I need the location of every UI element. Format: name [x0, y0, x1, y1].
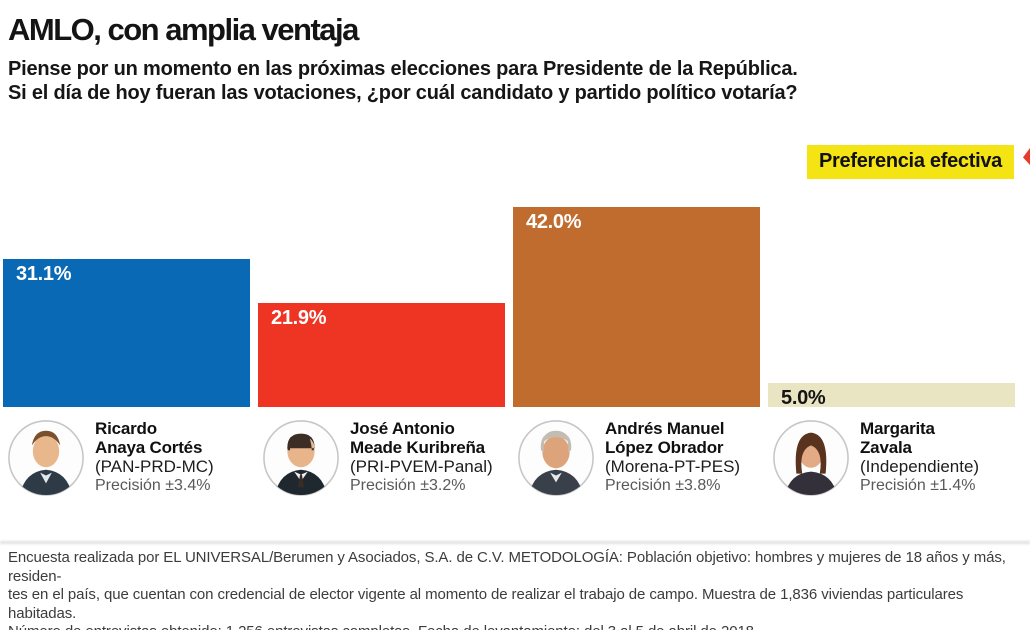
bar-zavala: 5.0%: [768, 383, 1015, 409]
candidate-party: (Morena-PT-PES): [605, 457, 741, 476]
candidate-photo-icon: [518, 420, 594, 496]
candidate-info: Andrés Manuel López Obrador (Morena-PT-P…: [605, 417, 740, 495]
candidate-card-zavala: Margarita Zavala (Independiente) Precisi…: [768, 417, 1015, 497]
bar-amlo: 42.0%: [513, 207, 760, 407]
preference-badge: Preferencia efectiva: [806, 145, 1014, 179]
candidate-party: (PRI-PVEM-Panal): [350, 457, 493, 476]
candidate-precision: Precisión ±3.2%: [350, 477, 466, 494]
bar-anaya: 31.1%: [3, 259, 250, 407]
candidate-card-meade: José Antonio Meade Kuribreña (PRI-PVEM-P…: [258, 417, 505, 497]
candidate-card-amlo: Andrés Manuel López Obrador (Morena-PT-P…: [513, 417, 760, 497]
candidate-photo-icon: [8, 420, 84, 496]
candidate-name: Meade Kuribreña: [350, 438, 485, 457]
candidate-name: Anaya Cortés: [95, 438, 203, 457]
bar-value-label: 21.9%: [271, 307, 327, 329]
methodology-line3: Número de entrevistas obtenido: 1,256 en…: [8, 623, 1020, 630]
candidate-name: Zavala: [860, 438, 912, 457]
candidate-name: José Antonio: [350, 419, 455, 438]
candidates-row: Ricardo Anaya Cortés (PAN-PRD-MC) Precis…: [3, 417, 1015, 497]
candidate-precision: Precisión ±1.4%: [860, 477, 976, 494]
edge-red-mark: [1023, 148, 1030, 165]
survey-question-line2: Si el día de hoy fueran las votaciones, …: [8, 82, 798, 104]
candidate-photo-icon: [263, 420, 339, 496]
candidate-info: Ricardo Anaya Cortés (PAN-PRD-MC) Precis…: [95, 417, 214, 495]
candidate-party: (Independiente): [860, 457, 980, 476]
candidate-precision: Precisión ±3.8%: [605, 477, 721, 494]
methodology-line2: tes en el país, que cuentan con credenci…: [8, 586, 964, 622]
candidate-name: López Obrador: [605, 438, 724, 457]
candidate-name: Andrés Manuel: [605, 419, 725, 438]
survey-question-line1: Piense por un momento en las próximas el…: [8, 58, 798, 80]
page-title: AMLO, con amplia ventaja: [8, 12, 359, 47]
bar-value-label: 5.0%: [781, 387, 826, 409]
survey-question: Piense por un momento en las próximas el…: [8, 57, 798, 105]
candidate-party: (PAN-PRD-MC): [95, 457, 214, 476]
candidate-name: Ricardo: [95, 419, 157, 438]
methodology-line1: Encuesta realizada por EL UNIVERSAL/Beru…: [8, 549, 1006, 585]
candidate-name: Margarita: [860, 419, 935, 438]
candidate-precision: Precisión ±3.4%: [95, 477, 211, 494]
bar-meade: 21.9%: [258, 303, 505, 407]
candidate-card-anaya: Ricardo Anaya Cortés (PAN-PRD-MC) Precis…: [3, 417, 250, 497]
candidate-info: Margarita Zavala (Independiente) Precisi…: [860, 417, 979, 495]
candidate-photo-icon: [773, 420, 849, 496]
candidate-info: José Antonio Meade Kuribreña (PRI-PVEM-P…: [350, 417, 493, 495]
bar-chart: 31.1% 21.9% 42.0% 5.0%: [3, 200, 1015, 409]
methodology-note: Encuesta realizada por EL UNIVERSAL/Beru…: [8, 549, 1020, 630]
bar-value-label: 31.1%: [16, 263, 72, 285]
bar-value-label: 42.0%: [526, 211, 582, 233]
footer-divider: [0, 541, 1030, 544]
